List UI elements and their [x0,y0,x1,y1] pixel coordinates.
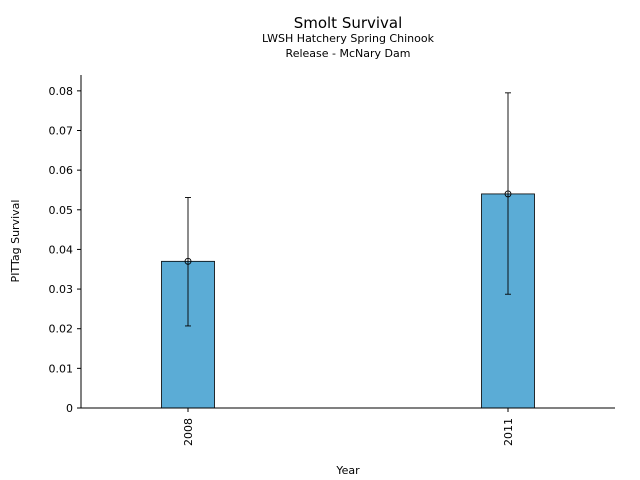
x-tick-label: 2008 [182,418,195,446]
x-axis-label: Year [335,464,360,477]
chart-subtitle-line-1: LWSH Hatchery Spring Chinook [262,32,435,45]
y-axis-ticks: 0 0.01 0.02 0.03 0.04 0.05 0.06 0.07 0.08 [49,85,81,415]
y-tick-label: 0 [66,402,73,415]
y-tick-label: 0.01 [49,362,74,375]
y-tick-label: 0.02 [49,323,74,336]
y-tick-label: 0.08 [49,85,74,98]
plot-area [161,92,535,409]
y-tick-label: 0.06 [49,164,74,177]
value-marker-2011 [504,190,512,198]
chart-subtitle-line-2: Release - McNary Dam [286,47,411,60]
x-axis-ticks: 2008 2011 [182,408,515,446]
y-axis-label: PITTag Survival [9,200,22,283]
y-tick-label: 0.04 [49,243,74,256]
x-tick-label: 2011 [502,418,515,446]
y-tick-label: 0.05 [49,204,74,217]
y-tick-label: 0.07 [49,125,74,138]
y-tick-label: 0.03 [49,283,74,296]
value-marker-2008 [184,257,192,265]
chart-title: Smolt Survival [294,14,403,32]
